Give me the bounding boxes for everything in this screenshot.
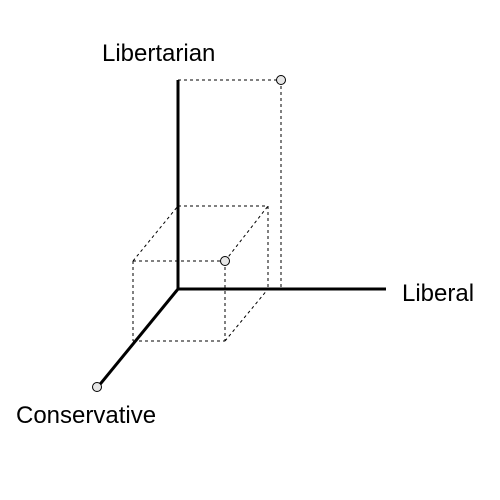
axis-depth <box>95 288 180 389</box>
points <box>92 75 286 392</box>
point-conservative <box>92 382 102 392</box>
cube-edge <box>132 205 179 262</box>
guide-cube <box>132 205 269 342</box>
guide-rectangle <box>178 79 282 289</box>
point-cube <box>220 256 230 266</box>
point-top <box>276 75 286 85</box>
axis-label-conservative: Conservative <box>16 402 157 429</box>
axes <box>95 80 386 389</box>
axis-label-libertarian: Libertarian <box>102 40 216 67</box>
cube-edge <box>224 288 269 342</box>
axis-label-liberal: Liberal <box>402 280 475 307</box>
cube-edge <box>224 205 269 262</box>
